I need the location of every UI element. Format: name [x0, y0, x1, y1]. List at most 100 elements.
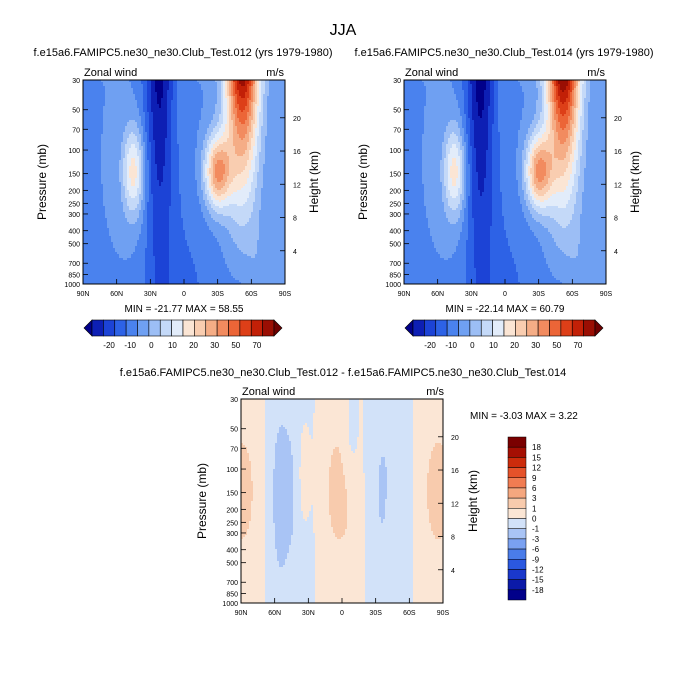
heatmap-cell: [137, 120, 140, 123]
heatmap-cell: [199, 86, 202, 89]
heatmap-cell: [225, 112, 228, 115]
heatmap-cell: [119, 120, 122, 123]
heatmap-cell: [251, 102, 254, 105]
heatmap-cell: [235, 140, 238, 143]
heatmap-cell: [227, 144, 230, 147]
heatmap-cell: [275, 130, 278, 133]
heatmap-cell: [151, 118, 154, 121]
heatmap-cell: [169, 88, 172, 91]
heatmap-cell: [97, 162, 100, 165]
heatmap-cell: [205, 116, 208, 119]
heatmap-cell: [91, 152, 94, 155]
heatmap-cell: [151, 88, 154, 91]
heatmap-cell: [263, 146, 266, 149]
heatmap-cell: [125, 144, 128, 147]
heatmap-cell: [165, 172, 168, 175]
heatmap-cell: [275, 132, 278, 135]
heatmap-cell: [225, 138, 228, 141]
heatmap-cell: [93, 84, 96, 87]
heatmap-cell: [253, 120, 256, 123]
heatmap-cell: [235, 114, 238, 117]
heatmap-cell: [223, 114, 226, 117]
heatmap-cell: [159, 86, 162, 89]
heatmap-cell: [217, 132, 220, 135]
heatmap-cell: [141, 122, 144, 125]
heatmap-cell: [125, 116, 128, 119]
heatmap-cell: [115, 134, 118, 137]
heatmap-cell: [223, 84, 226, 87]
heatmap-cell: [117, 156, 120, 159]
heatmap-cell: [153, 164, 156, 167]
heatmap-cell: [233, 112, 236, 115]
heatmap-cell: [85, 170, 88, 173]
heatmap-cell: [137, 88, 140, 91]
heatmap-cell: [225, 164, 228, 167]
heatmap-cell: [249, 172, 252, 175]
heatmap-cell: [111, 168, 114, 171]
heatmap-cell: [103, 140, 106, 143]
heatmap-cell: [193, 156, 196, 159]
heatmap-cell: [173, 134, 176, 137]
heatmap-cell: [115, 118, 118, 121]
heatmap-cell: [137, 136, 140, 139]
heatmap-cell: [207, 130, 210, 133]
heatmap-cell: [263, 104, 266, 107]
heatmap-cell: [267, 142, 270, 145]
heatmap-cell: [225, 114, 228, 117]
heatmap-cell: [283, 134, 285, 137]
heatmap-cell: [149, 160, 152, 163]
heatmap-cell: [87, 170, 90, 173]
heatmap-cell: [161, 92, 164, 95]
heatmap-cell: [163, 130, 166, 133]
heatmap-cell: [161, 124, 164, 127]
heatmap-cell: [185, 144, 188, 147]
heatmap-cell: [87, 106, 90, 109]
heatmap-cell: [165, 144, 168, 147]
heatmap-cell: [205, 126, 208, 129]
heatmap-cell: [267, 114, 270, 117]
heatmap-cell: [251, 168, 254, 171]
heatmap-cell: [233, 152, 236, 155]
heatmap-cell: [277, 120, 280, 123]
heatmap-cell: [175, 160, 178, 163]
heatmap-cell: [173, 170, 176, 173]
heatmap-cell: [247, 90, 250, 93]
heatmap-cell: [231, 84, 234, 87]
heatmap-cell: [253, 106, 256, 109]
heatmap-cell: [123, 130, 126, 133]
heatmap-cell: [163, 104, 166, 107]
heatmap-cell: [101, 134, 104, 137]
heatmap-cell: [269, 106, 272, 109]
heatmap-cell: [187, 100, 190, 103]
heatmap-cell: [233, 162, 236, 165]
heatmap-cell: [279, 128, 282, 131]
heatmap-cell: [151, 146, 154, 149]
heatmap-cell: [83, 110, 86, 113]
heatmap-cell: [121, 156, 124, 159]
heatmap-cell: [193, 142, 196, 145]
heatmap-cell: [103, 172, 106, 175]
heatmap-cell: [145, 154, 148, 157]
heatmap-cell: [199, 90, 202, 93]
heatmap-cell: [219, 126, 222, 129]
heatmap-cell: [235, 164, 238, 167]
heatmap-cell: [223, 144, 226, 147]
heatmap-cell: [211, 112, 214, 115]
heatmap-cell: [253, 86, 256, 89]
heatmap-cell: [153, 148, 156, 151]
heatmap-cell: [137, 156, 140, 159]
heatmap-cell: [135, 172, 138, 175]
heatmap-cell: [235, 158, 238, 161]
heatmap-cell: [211, 146, 214, 149]
heatmap-cell: [189, 104, 192, 107]
heatmap-cell: [115, 142, 118, 145]
heatmap-cell: [123, 142, 126, 145]
heatmap-cell: [241, 142, 244, 145]
heatmap-cell: [127, 158, 130, 161]
heatmap-cell: [91, 178, 94, 181]
heatmap-cell: [259, 106, 262, 109]
heatmap-cell: [263, 96, 266, 99]
heatmap-cell: [189, 130, 192, 133]
heatmap-cell: [227, 96, 230, 99]
heatmap-cell: [265, 138, 268, 141]
